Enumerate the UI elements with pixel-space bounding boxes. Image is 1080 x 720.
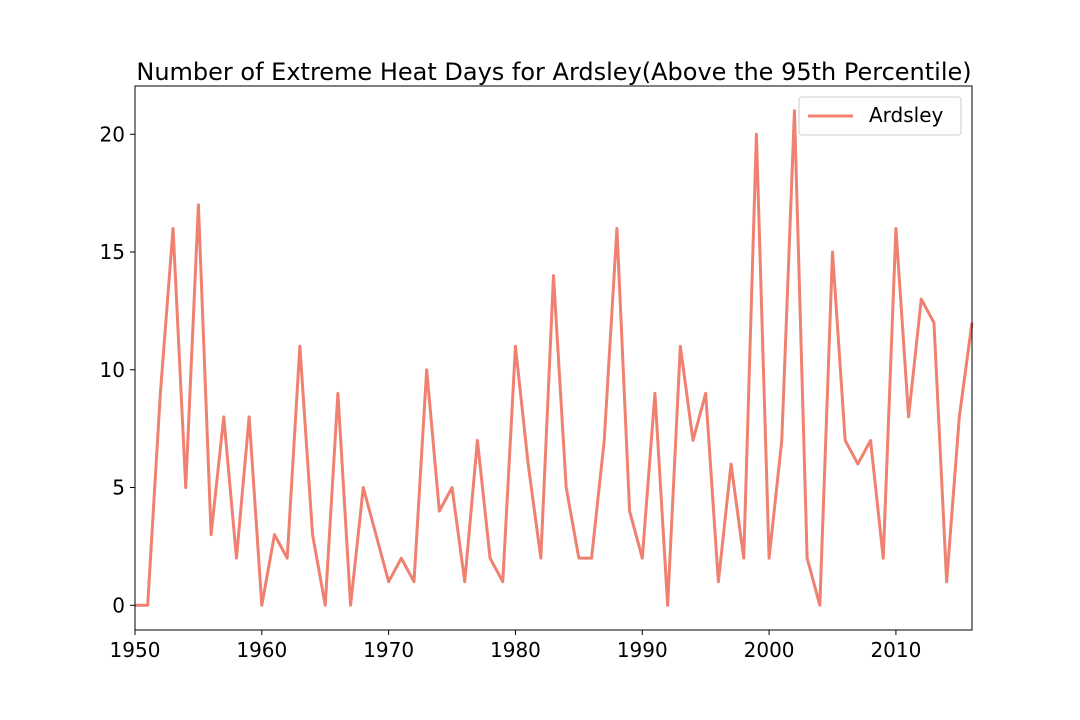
x-tick-label: 1980 [490, 638, 541, 662]
x-tick-label: 2000 [744, 638, 795, 662]
plot-area [135, 109, 974, 607]
y-tick-label: 5 [112, 476, 125, 500]
x-axis: 1950 1960 1970 1980 1990 2000 2010 [110, 630, 921, 662]
series-line-ardsley [135, 109, 974, 607]
legend: Ardsley [798, 96, 962, 136]
y-tick-label: 0 [112, 593, 125, 617]
x-tick-label: 1990 [617, 638, 668, 662]
x-tick-label: 2010 [870, 638, 921, 662]
axes-frame [134, 85, 973, 631]
x-tick-label: 1960 [236, 638, 287, 662]
legend-frame [798, 96, 962, 136]
x-tick-label: 1970 [363, 638, 414, 662]
y-tick-label: 15 [100, 240, 125, 264]
chart-title: Number of Extreme Heat Days for Ardsley(… [136, 58, 971, 86]
x-tick-label: 1950 [110, 638, 161, 662]
y-axis: 0 5 10 15 20 [100, 122, 135, 617]
y-tick-label: 20 [100, 122, 125, 146]
y-tick-label: 10 [100, 358, 125, 382]
legend-label-ardsley: Ardsley [869, 103, 944, 127]
